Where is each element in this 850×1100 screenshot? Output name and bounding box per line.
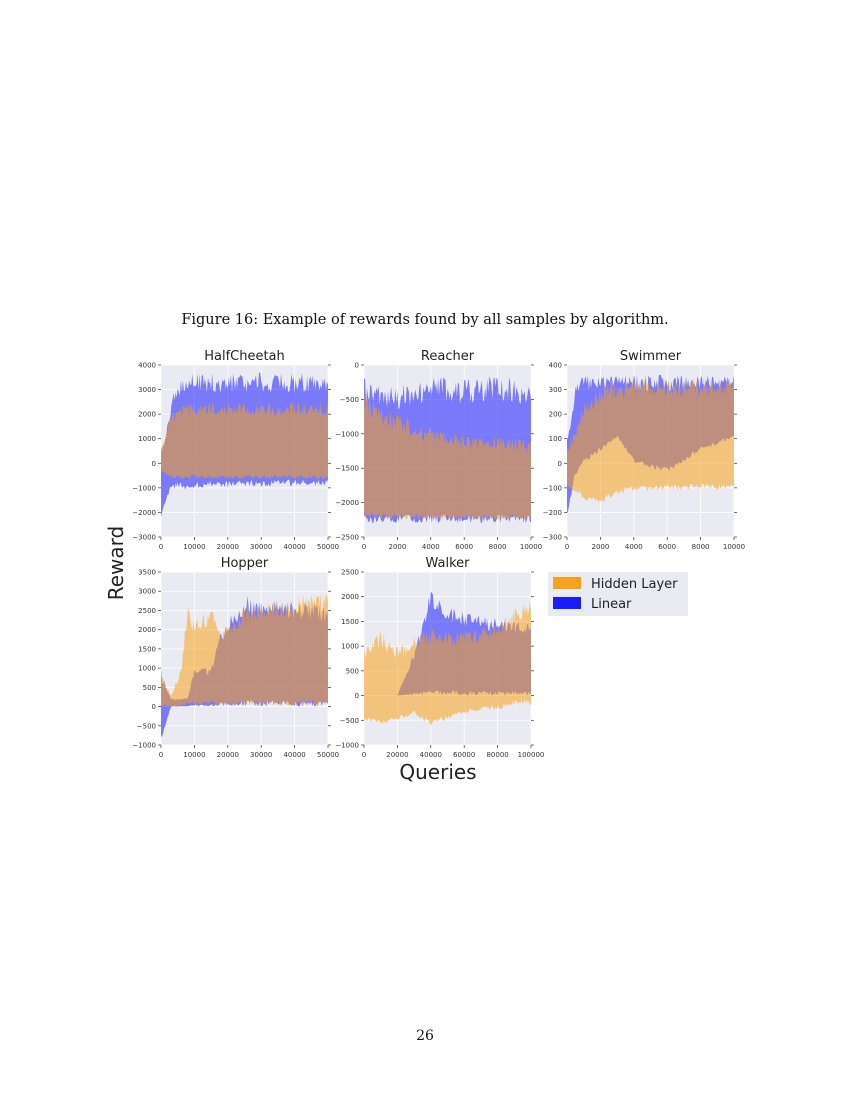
y-axis-label: Reward [104, 526, 128, 600]
ytick-label: 0 [355, 362, 359, 370]
series-area-hidden-layer [161, 402, 328, 480]
xtick-label: 10000 [183, 751, 205, 759]
xtick-label: 20000 [217, 751, 239, 759]
ytick-label: −2000 [335, 499, 359, 507]
ytick-label: 300 [549, 386, 562, 394]
xtick-label: 50000 [317, 751, 339, 759]
xtick-label: 80000 [486, 751, 508, 759]
xtick-label: 20000 [217, 543, 239, 551]
series-area-hidden-layer [161, 594, 328, 707]
legend-swatch-hidden-layer [553, 577, 581, 589]
ytick-label: 0 [355, 692, 359, 700]
ytick-label: 500 [346, 667, 359, 675]
ytick-label: 2500 [341, 569, 359, 577]
ytick-label: 1000 [138, 435, 156, 443]
panel-walker: −1000 −500 0 500 1000 1500 2000 2500 0 20000 40000… [335, 556, 544, 759]
xtick-label: 30000 [250, 543, 272, 551]
figure-caption: Figure 16: Example of rewards found by a… [181, 312, 669, 328]
panel-title: Reacher [421, 349, 475, 364]
panel-title: HalfCheetah [204, 349, 285, 364]
page-number: 26 [416, 1028, 434, 1044]
ytick-label: 4000 [138, 362, 156, 370]
ytick-label: 1500 [138, 645, 156, 653]
ytick-label: 200 [549, 411, 562, 419]
ytick-label: 0 [152, 460, 156, 468]
ytick-label: −200 [543, 509, 562, 517]
ytick-label: −2500 [335, 534, 359, 542]
ytick-label: 1000 [341, 643, 359, 651]
ytick-label: −2000 [132, 509, 156, 517]
ytick-label: 3500 [138, 569, 156, 577]
xtick-label: 40000 [283, 543, 305, 551]
ytick-label: 2000 [138, 411, 156, 419]
xtick-label: 6000 [658, 543, 676, 551]
panel-title: Hopper [221, 556, 269, 571]
series-area-hidden-layer [567, 377, 734, 503]
ytick-label: −3000 [132, 534, 156, 542]
xtick-label: 0 [565, 543, 569, 551]
legend-swatch-linear [553, 597, 581, 609]
xtick-label: 50000 [317, 543, 339, 551]
xtick-label: 8000 [692, 543, 710, 551]
xtick-label: 6000 [455, 543, 473, 551]
ytick-label: −300 [543, 534, 562, 542]
ytick-label: 400 [549, 362, 562, 370]
xtick-label: 0 [362, 751, 366, 759]
ytick-label: 500 [143, 684, 156, 692]
ytick-label: −500 [340, 396, 359, 404]
x-axis-label: Queries [399, 760, 476, 784]
xtick-label: 10000 [183, 543, 205, 551]
ytick-label: −1000 [335, 742, 359, 750]
xtick-label: 2000 [388, 543, 406, 551]
ytick-label: −1500 [335, 465, 359, 473]
ytick-label: 1000 [138, 665, 156, 673]
panel-title: Swimmer [620, 349, 682, 364]
xtick-label: 0 [159, 543, 163, 551]
ytick-label: 2000 [138, 626, 156, 634]
ytick-label: −1000 [335, 430, 359, 438]
series-area-hidden-layer [364, 392, 531, 520]
xtick-label: 2000 [591, 543, 609, 551]
panel-reacher: −2500 −2000 −1500 −1000 −500 0 0 2000 4000 6000 80… [335, 349, 542, 551]
xtick-label: 4000 [625, 543, 643, 551]
xtick-label: 8000 [489, 543, 507, 551]
ytick-label: 2000 [341, 593, 359, 601]
series-area-hidden-layer [364, 602, 531, 725]
xtick-label: 60000 [453, 751, 475, 759]
xtick-label: 0 [362, 543, 366, 551]
xtick-label: 20000 [386, 751, 408, 759]
xtick-label: 10000 [723, 543, 745, 551]
xtick-label: 0 [159, 751, 163, 759]
ytick-label: 0 [152, 703, 156, 711]
xtick-label: 30000 [250, 751, 272, 759]
xtick-label: 10000 [520, 543, 542, 551]
ytick-label: −100 [543, 484, 562, 492]
xtick-label: 40000 [420, 751, 442, 759]
ytick-label: 1500 [341, 618, 359, 626]
ytick-label: −500 [340, 717, 359, 725]
xtick-label: 40000 [283, 751, 305, 759]
panel-title: Walker [425, 556, 470, 571]
legend-label-linear: Linear [591, 597, 632, 612]
xtick-label: 4000 [422, 543, 440, 551]
ytick-label: 2500 [138, 607, 156, 615]
ytick-label: 100 [549, 435, 562, 443]
ytick-label: 3000 [138, 386, 156, 394]
ytick-label: −1000 [132, 484, 156, 492]
panel-hopper: −1000 −500 0 500 1000 1500 2000 2500 3000 3500 0 10… [132, 556, 339, 759]
ytick-label: 3000 [138, 588, 156, 596]
xtick-label: 100000 [518, 751, 545, 759]
ytick-label: 0 [558, 460, 562, 468]
ytick-label: −1000 [132, 742, 156, 750]
ytick-label: −500 [137, 722, 156, 730]
legend-label-hidden-layer: Hidden Layer [591, 577, 678, 592]
legend: Hidden Layer Linear [548, 572, 688, 616]
